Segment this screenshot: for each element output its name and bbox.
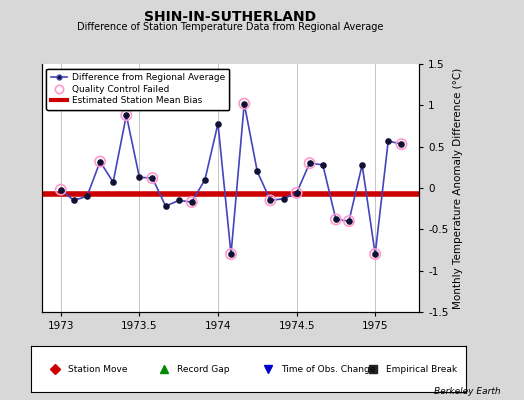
Point bbox=[371, 251, 379, 257]
Point bbox=[148, 175, 157, 181]
Point bbox=[279, 196, 288, 202]
Point bbox=[70, 197, 78, 204]
Y-axis label: Monthly Temperature Anomaly Difference (°C): Monthly Temperature Anomaly Difference (… bbox=[453, 67, 463, 309]
Point bbox=[292, 190, 301, 196]
Point bbox=[240, 100, 248, 107]
Point bbox=[135, 174, 144, 180]
Text: Empirical Break: Empirical Break bbox=[386, 364, 457, 374]
Point bbox=[174, 197, 183, 204]
Point bbox=[358, 162, 366, 168]
Point bbox=[332, 216, 340, 223]
Point bbox=[161, 203, 170, 209]
Point bbox=[188, 199, 196, 205]
Point bbox=[188, 199, 196, 205]
Point bbox=[96, 158, 104, 165]
Point bbox=[371, 251, 379, 257]
Point bbox=[397, 141, 406, 147]
Point bbox=[83, 193, 91, 200]
Point bbox=[384, 138, 392, 144]
Point bbox=[266, 197, 275, 204]
Text: Berkeley Earth: Berkeley Earth bbox=[434, 387, 500, 396]
Point bbox=[345, 218, 353, 224]
Text: Station Move: Station Move bbox=[69, 364, 128, 374]
Point bbox=[122, 112, 130, 118]
Point bbox=[292, 190, 301, 196]
Text: SHIN-IN-SUTHERLAND: SHIN-IN-SUTHERLAND bbox=[145, 10, 316, 24]
Point bbox=[305, 160, 314, 166]
Point bbox=[240, 100, 248, 107]
Point bbox=[148, 175, 157, 181]
Point bbox=[227, 251, 235, 257]
Point bbox=[319, 162, 327, 168]
Text: Difference of Station Temperature Data from Regional Average: Difference of Station Temperature Data f… bbox=[78, 22, 384, 32]
Point bbox=[397, 141, 406, 147]
Point bbox=[253, 168, 261, 175]
Point bbox=[201, 176, 209, 183]
Point bbox=[266, 197, 275, 204]
Point bbox=[332, 216, 340, 223]
Text: Time of Obs. Change: Time of Obs. Change bbox=[281, 364, 376, 374]
Point bbox=[57, 186, 65, 193]
Point bbox=[305, 160, 314, 166]
Legend: Difference from Regional Average, Quality Control Failed, Estimated Station Mean: Difference from Regional Average, Qualit… bbox=[47, 68, 230, 110]
Point bbox=[57, 186, 65, 193]
Point bbox=[214, 120, 222, 127]
Text: Record Gap: Record Gap bbox=[177, 364, 230, 374]
Point bbox=[345, 218, 353, 224]
Point bbox=[227, 251, 235, 257]
Point bbox=[96, 158, 104, 165]
Point bbox=[122, 112, 130, 118]
Point bbox=[109, 179, 117, 186]
